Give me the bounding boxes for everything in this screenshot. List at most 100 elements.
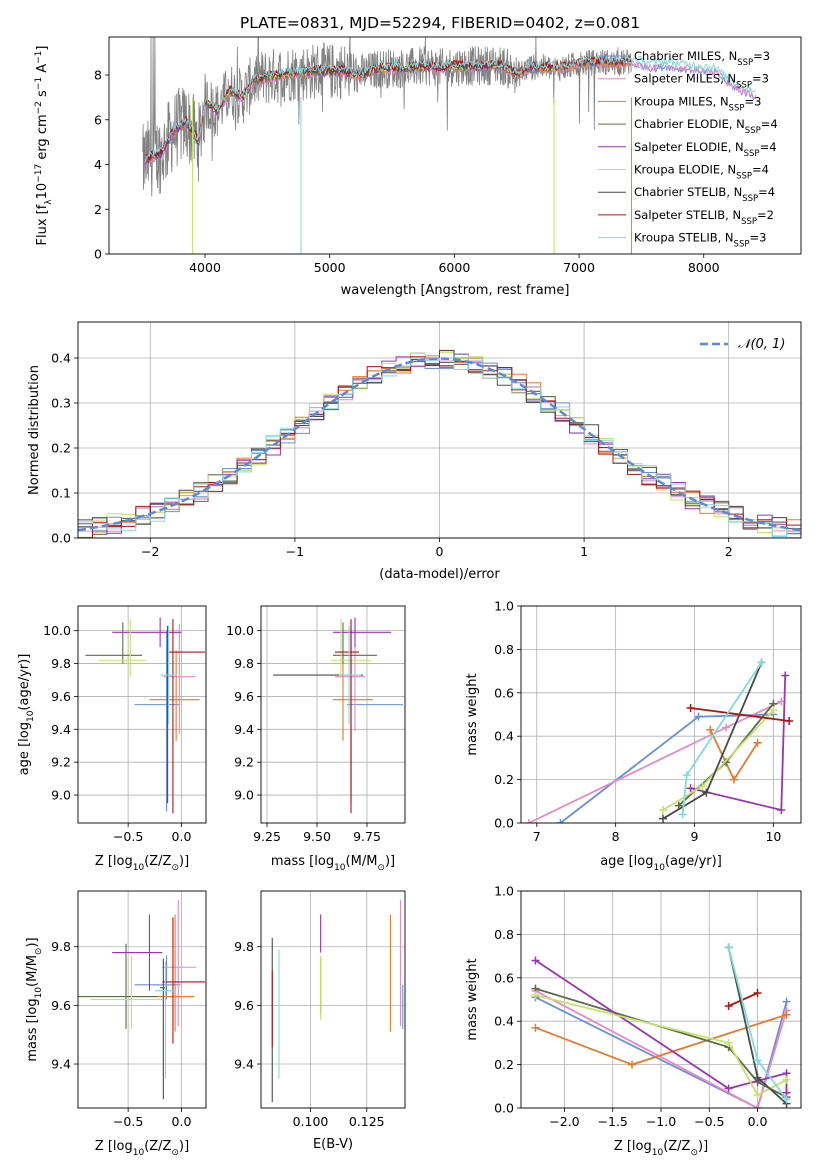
errorbar-kroupa_elodie — [90, 955, 164, 1029]
y-tick-label: 9.8 — [51, 939, 71, 954]
errorbar-salpeter_miles — [162, 899, 197, 1026]
weight-point — [682, 771, 691, 780]
weight-series-kroupa_miles — [706, 725, 762, 784]
x-axis-label-part: 10 — [133, 1148, 145, 1158]
legend-entry: Kroupa STELIB, NSSP=3 — [598, 231, 766, 250]
x-axis-label-part: Z [log — [95, 1139, 133, 1154]
age_vs_mass-axes: 9.25 9.50 9.75 9.0 9.2 9.4 9.6 9.8 10.0 mass [log… — [226, 605, 406, 873]
histogram-salpeter_stelib — [78, 356, 801, 538]
spectrum-plot-area — [142, 37, 757, 254]
axes-frame — [77, 321, 802, 539]
legend-label-main: Kroupa STELIB, N — [634, 231, 734, 245]
y-axis-label-part: −1 — [34, 51, 44, 64]
errorbar-salpeter_stelib — [162, 917, 205, 1044]
y-axis-label-part: 10 — [34, 987, 44, 999]
weight-series-salpeter_miles — [524, 697, 786, 823]
x-axis-label: Z [log10(Z/Z⊙)] — [95, 854, 189, 873]
weight-point — [698, 782, 707, 791]
legend-label-main: Chabrier MILES, N — [634, 49, 737, 63]
weight-point — [724, 1002, 733, 1011]
age_vs_Z-plot-area — [85, 617, 205, 814]
legend-entry: Salpeter ELODIE, NSSP=4 — [598, 140, 777, 159]
legend-label-sub: SSP — [745, 126, 761, 136]
x-axis-label: Z [log10(Z/Z⊙)] — [614, 1139, 708, 1158]
weight-point — [729, 775, 738, 784]
legend-label-tail: =3 — [744, 94, 761, 108]
legend-label-main: Salpeter ELODIE, N — [634, 140, 744, 154]
model-spectrum-chabrier_miles — [144, 60, 756, 167]
weight-point — [753, 1104, 762, 1108]
y-axis-label-part: −1 — [34, 77, 44, 90]
legend-label: Salpeter MILES, NSSP=3 — [634, 72, 769, 91]
y-axis-label-part: mass [log — [25, 998, 40, 1061]
y-tick-label: 0.6 — [494, 685, 514, 700]
x-tick-label: 9.75 — [353, 829, 381, 844]
weight-line — [535, 994, 787, 1097]
y-axis-label: mass weight — [465, 673, 480, 755]
spectrum-axes: 4000 5000 6000 7000 8000 0 2 4 6 8 wavelength [Ang… — [34, 36, 802, 298]
legend-entry: Kroupa MILES, NSSP=3 — [598, 94, 761, 113]
x-axis-label-part: (Z/Z — [144, 1139, 171, 1154]
legend-entry: Salpeter STELIB, NSSP=2 — [598, 208, 774, 227]
y-tick-label: 0.4 — [51, 351, 71, 366]
errorbar-chabrier_elodie — [85, 622, 142, 664]
age_vs_mass-plot-area — [273, 617, 403, 814]
errorbar-chabrier_elodie — [78, 943, 158, 1029]
y-tick-label: 0 — [94, 247, 102, 262]
x-axis-label-part: 10 — [653, 863, 665, 873]
y-tick-label: 0.0 — [494, 1101, 514, 1116]
weight-series-kroupa_stelib — [724, 943, 791, 1104]
errorbar-salpeter_elodie — [333, 617, 391, 648]
weight-point — [628, 1060, 637, 1069]
legend-label-sub: SSP — [734, 240, 750, 250]
weight-series-salpeter_stelib — [724, 988, 762, 1011]
weight-line — [535, 990, 788, 1108]
x-tick-label: −1.5 — [598, 1114, 628, 1129]
y-tick-label: 6 — [94, 112, 102, 127]
age_vs_Z-axes: −0.5 0.09.09.29.49.69.810.0Z [log10(Z/Z⊙)… — [17, 605, 207, 873]
residuals-plot-area — [78, 349, 801, 538]
weight-point — [777, 805, 786, 814]
y-tick-label: 9.6 — [234, 689, 254, 704]
legend-entry: Kroupa ELODIE, NSSP=4 — [598, 163, 769, 182]
y-tick-label: 9.4 — [234, 722, 254, 737]
x-axis-label-part: Z [log — [614, 1139, 652, 1154]
histogram-chabrier_stelib — [78, 349, 801, 530]
weight-line — [528, 700, 782, 823]
y-axis-label-part: ] — [35, 46, 50, 51]
y-axis-label-part: −2 — [34, 101, 44, 114]
x-tick-label: −0.5 — [113, 829, 143, 844]
weight-point — [531, 1023, 540, 1032]
y-tick-label: 0.3 — [51, 396, 71, 411]
weight-point — [678, 810, 687, 819]
y-axis-label-part: Flux [f — [35, 204, 50, 245]
legend-label-sub: SSP — [741, 217, 757, 227]
y-tick-label: 0.2 — [494, 772, 514, 787]
axes-frame — [108, 36, 802, 255]
errorbar-chabrier_miles — [134, 630, 181, 812]
x-tick-label: −2 — [141, 544, 159, 559]
weight-series-kroupa_stelib — [678, 658, 766, 819]
errorbar-kroupa_stelib — [154, 961, 177, 1079]
model-spectrum-kroupa_stelib — [144, 53, 757, 163]
axes-frame — [520, 605, 802, 824]
weight-point — [724, 1084, 733, 1093]
histogram-kroupa_stelib — [78, 357, 801, 537]
legend-label-sub: SSP — [742, 194, 758, 204]
y-tick-label: 9.8 — [51, 656, 71, 671]
y-tick-label: 0.0 — [494, 816, 514, 831]
y-tick-label: 0.2 — [494, 1057, 514, 1072]
y-tick-label: 0.0 — [51, 531, 71, 546]
weight-point — [781, 671, 790, 680]
y-axis-label-part: erg cm — [35, 114, 50, 163]
y-axis-label: age [log10(age/yr)] — [17, 654, 36, 776]
errorbar-salpeter_elodie — [112, 617, 182, 648]
y-tick-label: 9.4 — [51, 722, 71, 737]
residuals-axes: −2 −1 0 1 2 0.0 0.1 0.2 0.3 0.4 𝒩(0, 1) (data-model… — [27, 321, 802, 582]
mass_vs_Z-axes: −0.5 0.09.49.69.8Z [log10(Z/Z⊙)]mass [log… — [25, 890, 207, 1158]
weight-point — [556, 819, 565, 823]
weight_vs_Z-axes: −2.0 −1.5 −1.0 −0.5 0.0 0.0 0.2 0.4 0.6 0.8 1.0 Z [… — [465, 884, 802, 1158]
legend-entry: Chabrier MILES, NSSP=3 — [598, 49, 770, 68]
axes-frame — [260, 890, 406, 1109]
errorbar-kroupa_stelib — [339, 625, 361, 725]
